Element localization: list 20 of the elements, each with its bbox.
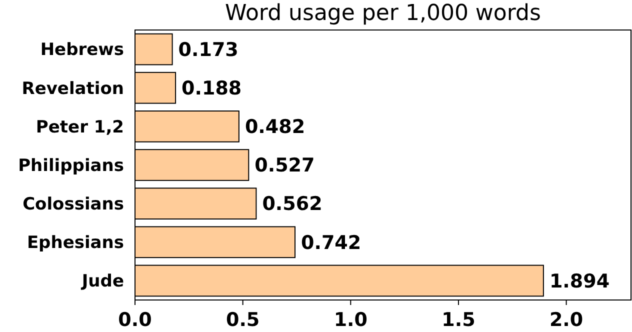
data-label: 0.482 [244, 116, 306, 138]
x-tick-label: 0.5 [226, 309, 260, 331]
y-tick-label: Revelation [22, 78, 124, 99]
data-label: 0.188 [182, 78, 242, 100]
x-tick-label: 1.0 [334, 309, 368, 331]
x-tick-label: 0.0 [118, 309, 152, 331]
y-tick-label: Philippians [18, 156, 124, 176]
y-tick-label: Jude [80, 272, 124, 292]
data-label: 1.894 [549, 270, 610, 292]
data-label: 0.562 [262, 193, 322, 216]
chart-title: Word usage per 1,000 words [225, 1, 541, 26]
x-tick-label: 1.5 [442, 309, 476, 331]
y-tick-label: Ephesians [26, 233, 124, 254]
x-tick-label: 2.0 [549, 309, 584, 331]
y-tick-label: Hebrews [40, 40, 124, 60]
data-label: 0.742 [301, 232, 362, 254]
data-label: 0.527 [254, 154, 315, 177]
data-label: 0.173 [178, 38, 238, 61]
y-tick-label: Colossians [22, 194, 124, 215]
y-tick-label: Peter 1,2 [36, 117, 124, 138]
